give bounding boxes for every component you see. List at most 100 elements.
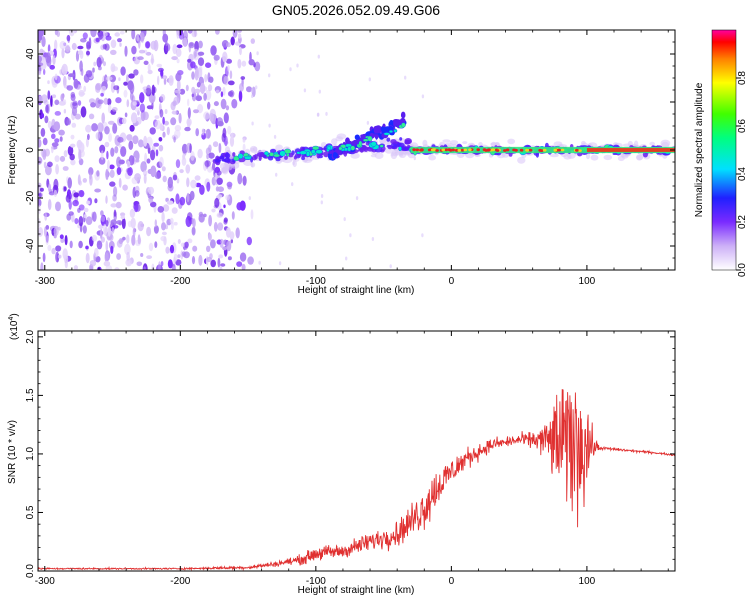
spectrogram-noise-blob xyxy=(138,49,146,54)
spectrogram-noise-blob xyxy=(197,57,205,66)
spectrogram-noise-blob xyxy=(160,261,164,267)
spectrogram-noise-blob xyxy=(240,76,246,80)
colorbar-tick-label: 0.4 xyxy=(737,167,748,181)
spectrogram-noise-blob xyxy=(151,263,155,270)
spectrogram-noise-blob xyxy=(171,56,178,61)
spectrogram-noise-blob xyxy=(174,129,181,139)
spectrogram-noise-blob xyxy=(67,145,74,156)
spectrogram-xtick-label: 0 xyxy=(449,276,455,287)
spectrogram-signal-halo xyxy=(603,154,613,161)
spectrogram-signal-halo xyxy=(585,152,591,160)
spectrogram-noise-blob xyxy=(186,192,190,203)
spectrogram-peak-dot xyxy=(512,148,516,152)
spectrogram-noise-blob xyxy=(163,78,167,85)
spectrogram-noise-blob xyxy=(227,91,234,97)
spectrogram-noise-blob xyxy=(175,48,182,57)
spectrogram-noise-blob xyxy=(41,36,46,48)
spectrogram-signal-halo xyxy=(249,145,258,154)
spectrogram-noise-blob xyxy=(117,38,122,43)
spectrogram-noise-blob xyxy=(100,92,104,97)
spectrogram-noise-blob xyxy=(146,226,152,237)
spectrogram-noise-blob xyxy=(239,252,247,262)
spectrogram-noise-blob xyxy=(38,227,44,237)
spectrogram-noise-blob xyxy=(189,143,192,153)
spectrogram-noise-blob xyxy=(176,44,183,49)
spectrogram-noise-blob xyxy=(213,54,220,61)
snr-multiplier-base: (x10 xyxy=(9,320,20,340)
spectrogram-noise-blob xyxy=(191,71,195,80)
spectrogram-noise-blob xyxy=(72,199,79,207)
spectrogram-mid-amplitude xyxy=(338,146,343,151)
spectrogram-noise-blob xyxy=(107,120,115,125)
spectrogram-noise-blob xyxy=(60,237,65,244)
spectrogram-noise-blob xyxy=(317,54,320,59)
spectrogram-noise-blob xyxy=(355,196,359,201)
spectrogram-noise-blob xyxy=(216,177,223,185)
spectrogram-noise-blob xyxy=(179,88,186,95)
spectrogram-noise-blob xyxy=(47,199,52,211)
spectrogram-noise-blob xyxy=(134,107,140,112)
spectrogram-noise-blob xyxy=(206,245,211,252)
spectrogram-noise-blob xyxy=(63,186,67,192)
spectrogram-noise-blob xyxy=(156,63,163,68)
spectrogram-noise-blob xyxy=(143,89,147,93)
snr-ylabel: SNR (10 * v/v) xyxy=(7,420,18,484)
spectrogram-noise-blob xyxy=(83,207,89,213)
spectrogram-signal-halo xyxy=(398,150,404,157)
spectrogram-noise-blob xyxy=(207,101,211,110)
spectrogram-noise-blob xyxy=(45,225,50,230)
spectrogram-signal-core xyxy=(256,152,265,158)
spectrogram-noise-blob xyxy=(191,256,196,265)
spectrogram-peak-dot xyxy=(468,148,472,152)
spectrogram-mid-amplitude xyxy=(388,129,394,133)
spectrogram-noise-blob xyxy=(130,91,134,101)
spectrogram-noise-blob xyxy=(42,252,46,263)
spectrogram-signal-halo xyxy=(224,146,231,154)
spectrogram-noise-blob xyxy=(100,236,105,243)
spectrogram-noise-blob xyxy=(188,41,195,49)
spectrogram-noise-blob xyxy=(49,64,55,70)
snr-series-line xyxy=(38,389,675,571)
spectrogram-mid-amplitude xyxy=(263,151,269,156)
spectrogram-noise-blob xyxy=(148,242,154,252)
spectrogram-noise-blob xyxy=(73,78,79,89)
spectrogram-noise-blob xyxy=(56,30,60,37)
spectrogram-noise-blob xyxy=(184,241,189,248)
spectrogram-ytick-label: -40 xyxy=(25,238,36,253)
spectrogram-noise-blob xyxy=(238,90,243,102)
spectrogram-noise-blob xyxy=(78,240,83,249)
spectrogram-noise-blob xyxy=(186,177,190,188)
spectrogram-noise-blob xyxy=(78,204,85,211)
spectrogram-noise-blob xyxy=(54,155,60,163)
spectrogram-noise-blob xyxy=(217,186,224,192)
spectrogram-noise-blob xyxy=(198,65,203,73)
spectrogram-xtick-label: 100 xyxy=(579,276,596,287)
spectrogram-signal-halo xyxy=(292,159,297,168)
spectrogram-noise-blob xyxy=(162,131,166,138)
colorbar-tick-label: 0.2 xyxy=(737,215,748,229)
spectrogram-noise-blob xyxy=(45,164,52,176)
spectrogram-mid-amplitude xyxy=(237,153,244,160)
spectrogram-noise-blob xyxy=(154,119,161,130)
spectrogram-noise-blob xyxy=(194,68,199,77)
spectrogram-noise-blob xyxy=(229,70,233,80)
spectrogram-peak-dot xyxy=(463,148,468,152)
spectrogram-noise-blob xyxy=(165,246,170,254)
spectrogram-noise-blob xyxy=(128,155,135,166)
spectrogram-noise-blob xyxy=(94,198,98,204)
spectrogram-noise-blob xyxy=(216,117,223,127)
colorbar: 0.0 0.2 0.4 0.6 0.8 Normalized spectral ampl… xyxy=(694,29,748,277)
spectrogram-peak-dot xyxy=(444,148,449,152)
spectrogram-noise-blob xyxy=(214,197,220,208)
spectrogram-noise-blob xyxy=(161,166,166,172)
spectrogram-noise-blob xyxy=(38,95,44,102)
spectrogram-noise-blob xyxy=(154,219,157,227)
spectrogram-noise-blob xyxy=(159,109,164,118)
spectrogram-noise-blob xyxy=(154,241,158,249)
spectrogram-peak-dot xyxy=(538,148,542,152)
spectrogram-noise-blob xyxy=(214,172,217,180)
spectrogram-noise-blob xyxy=(123,81,128,86)
spectrogram-noise-blob xyxy=(51,145,54,154)
spectrogram-noise-blob xyxy=(208,152,215,159)
spectrogram-noise-blob xyxy=(186,118,192,127)
